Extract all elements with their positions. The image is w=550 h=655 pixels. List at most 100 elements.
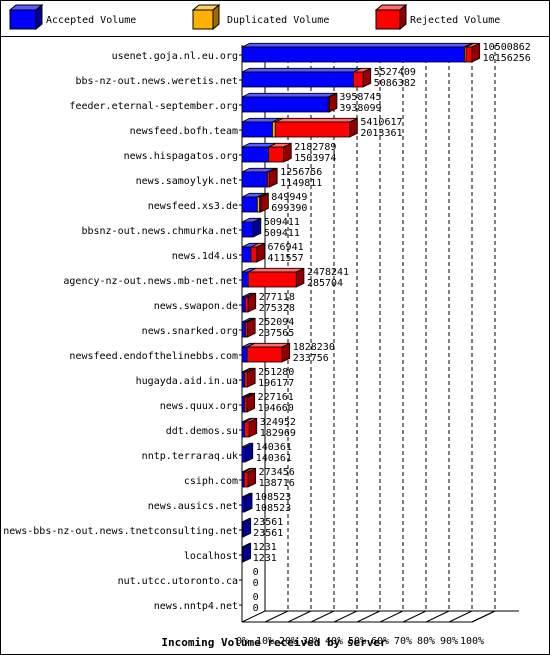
bar-top-rejected [275,117,358,123]
category-label: news-bbs-nz-out.news.tnetconsulting.net [3,526,238,537]
value-label-total: 2182789 [294,142,336,153]
x-tick-label: 60% [371,636,389,647]
bar-segment-rejected [244,417,258,438]
bar-segment-rejected [465,42,481,63]
value-label-total: 277118 [259,292,295,303]
value-label-accepted: 233756 [293,353,329,364]
bar-side-rejected [246,392,256,413]
bar-duplicated [272,121,276,138]
value-label-total: 1828230 [293,342,335,353]
bar-segment-rejected [246,342,291,363]
floor-tick [287,610,312,623]
bar-accepted [241,246,252,263]
value-label-total: 676941 [267,242,303,253]
bar-rejected [353,71,364,88]
bar-rejected [268,146,284,163]
bar-rejected [259,196,262,213]
bar-top-accepted [241,92,337,98]
bar-rejected [250,246,258,263]
category-label: news.nntp4.net [154,601,238,612]
floor-tick [356,610,381,623]
value-label-total: 23561 [253,517,283,528]
bar-side-rejected [247,317,256,338]
bar-segment-accepted [241,542,252,563]
bar-accepted [241,221,254,238]
bar-rejected [244,421,250,438]
bar-accepted [241,96,329,113]
bar-accepted [241,446,246,463]
bar-side-accepted [242,517,252,538]
bar-side-rejected [260,192,269,213]
category-label: localhost [184,551,238,562]
value-label-accepted: 699390 [271,203,307,214]
bar-accepted [241,346,248,363]
value-label-accepted: 194660 [258,403,294,414]
bar-segment-rejected [244,292,257,313]
category-label: hugayda.aid.in.ua [136,376,238,387]
bar-side-accepted [243,492,253,513]
legend-swatch-accepted-side [35,3,43,31]
bar-rejected [327,96,330,113]
bar-rejected [244,371,248,388]
legend-label-duplicated: Duplicated Volume [227,15,329,26]
bar-accepted [241,121,273,138]
bar-segment-rejected [244,367,256,388]
bar-rejected [246,346,283,363]
legend: Accepted Volume Duplicated Volume Reject… [8,3,500,31]
bar-side-rejected [269,167,278,188]
category-label: news.swapon.de [154,301,238,312]
bar-side-rejected [281,342,291,363]
value-label-total: 5527409 [374,67,416,78]
value-label-total: 0 [253,567,259,578]
category-label: news.hispagatos.org [124,151,238,162]
x-tick-label: 50% [348,636,366,647]
x-tick-label: 10% [256,636,274,647]
bar-segment-accepted [241,67,362,88]
category-label: ddt.demos.su [166,426,238,437]
value-label-total: 1256756 [280,167,322,178]
bar-rejected [243,471,249,488]
bar-side-rejected [471,42,481,63]
legend-label-accepted: Accepted Volume [46,15,136,26]
category-label: newsfeed.xs3.de [148,201,238,212]
bar-side-accepted [252,217,262,238]
category-label: bbs-nz-out.news.weretis.net [75,76,238,87]
value-label-total: 1231 [253,542,277,553]
bar-segment-rejected [244,317,256,338]
x-tick-label: 20% [279,636,297,647]
x-tick-label: 70% [394,636,412,647]
bar-segment-rejected [327,92,338,113]
bar-accepted [241,146,270,163]
category-label: agency-nz-out.news.mb-net.net [63,276,238,287]
floor-tick [425,610,450,623]
bar-side-accepted [242,542,252,563]
value-label-total: 251280 [258,367,294,378]
x-axis-title: Incoming Volume received by server [161,636,387,649]
bar-rejected [244,396,248,413]
value-label-total: 0 [253,592,259,603]
bar-accepted [241,296,246,313]
value-label-accepted: 285704 [307,278,343,289]
bar-segment-rejected [266,167,278,188]
bar-side-rejected [247,367,256,388]
value-label-accepted: 182969 [260,428,296,439]
x-tick-label: 40% [325,636,343,647]
bar-segment-rejected [353,67,372,88]
bar-segment-accepted [241,517,252,538]
bar-side-rejected [247,467,257,488]
value-label-accepted: 5086382 [374,78,416,89]
bar-side-rejected [328,92,338,113]
value-label-total: 509411 [264,217,300,228]
bar-top-rejected [248,267,305,273]
legend-swatch-duplicated-side [212,3,220,31]
bar-accepted [241,71,354,88]
floor-tick [310,610,335,623]
x-tick-label: 0% [236,636,248,647]
x-tick-label: 30% [302,636,320,647]
category-label: nut.utcc.utoronto.ca [118,576,238,587]
value-label-accepted: 138716 [259,478,295,489]
value-label-accepted: 23561 [253,528,283,539]
bar-segment-accepted [241,492,253,513]
value-label-total: 324952 [260,417,296,428]
category-label: newsfeed.bofh.team [130,126,238,137]
